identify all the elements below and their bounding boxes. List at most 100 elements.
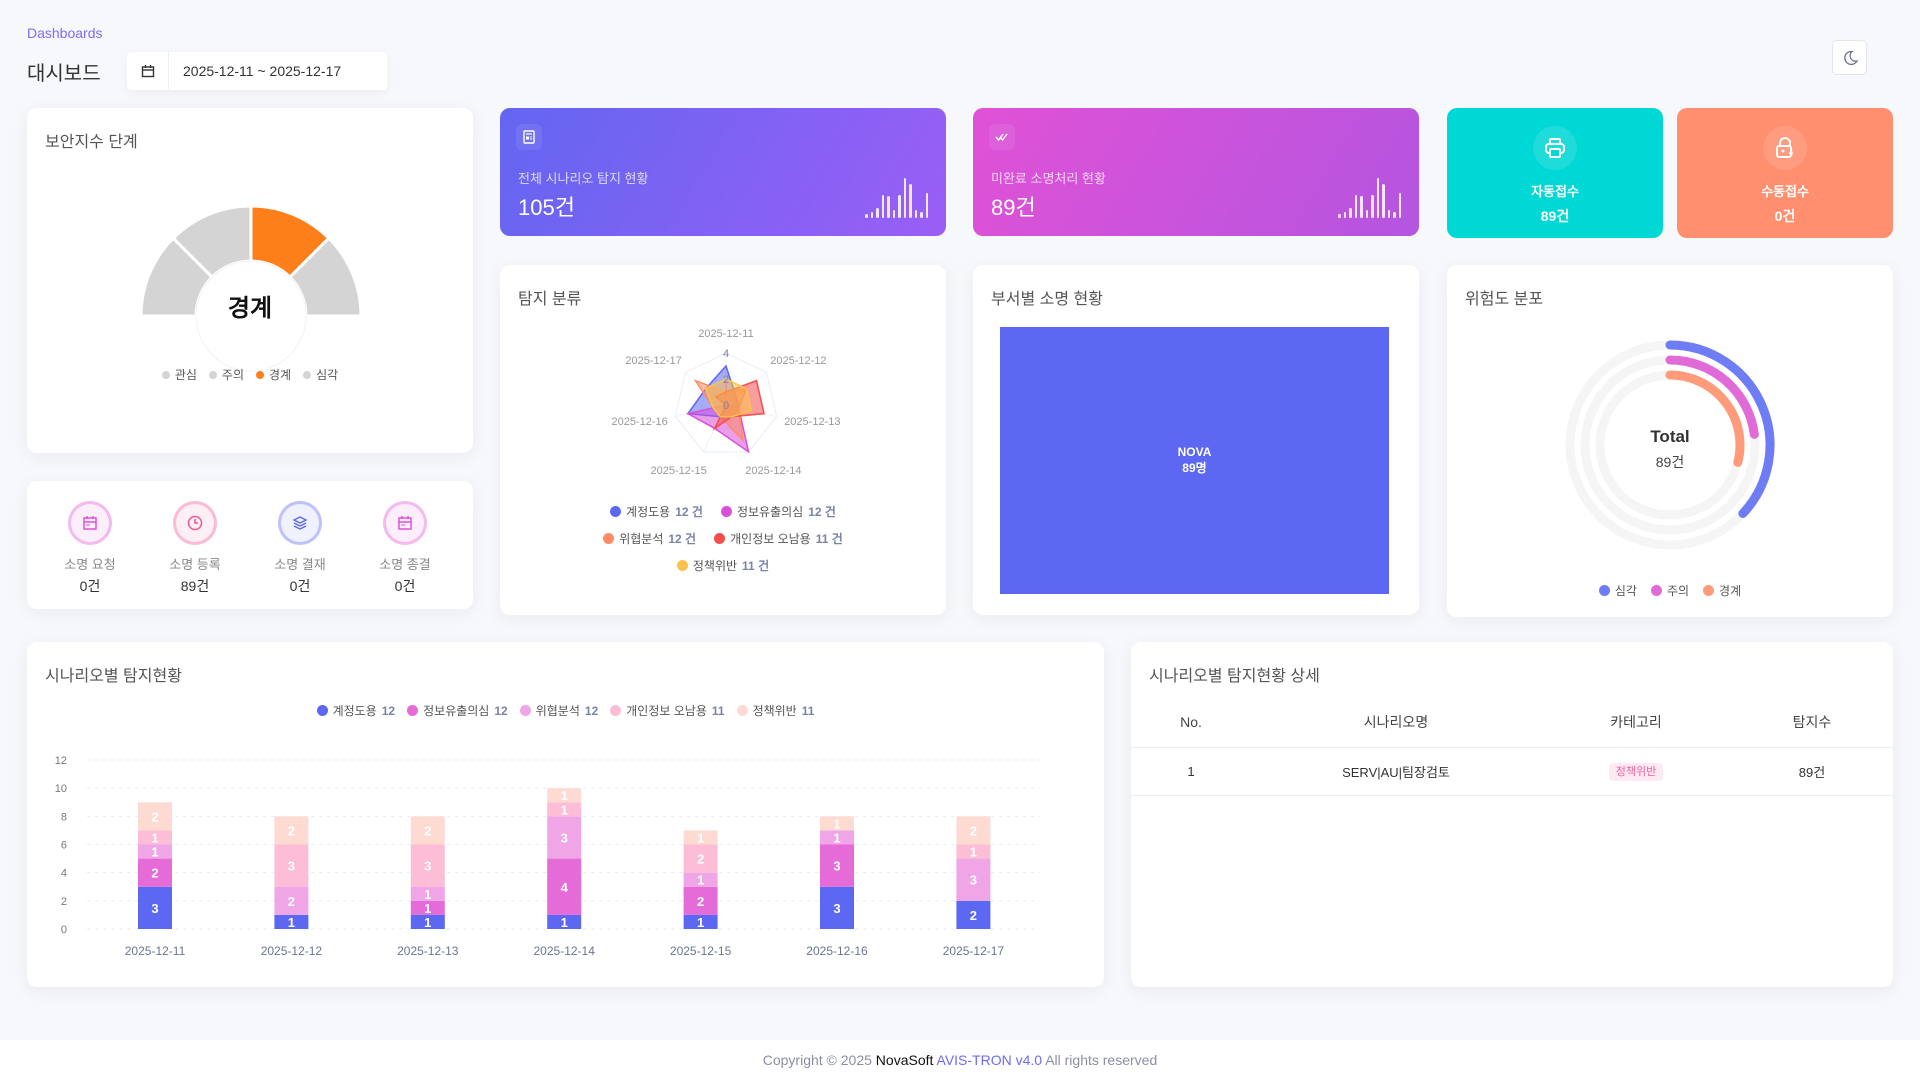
bar-segment: [547, 802, 582, 817]
bar-segment: [274, 914, 309, 929]
legend-item[interactable]: 주의: [1650, 582, 1690, 599]
auto-receipt-tile[interactable]: 자동접수 89건: [1447, 108, 1663, 238]
bar-segment: [410, 900, 445, 915]
radar-axis-label: 2025-12-15: [650, 465, 706, 477]
stat-label: 미완료 소명처리 현황: [991, 171, 1106, 186]
card-title: 시나리오별 탐지현황 상세: [1149, 668, 1320, 685]
legend-label: 주의: [1666, 584, 1690, 598]
sparkline-bar: [925, 193, 928, 218]
breadcrumb[interactable]: Dashboards: [27, 25, 103, 41]
bar-segment: [410, 844, 445, 887]
legend-label: 경계: [1719, 584, 1742, 598]
department-card: 부서별 소명 현황 NOVA 89명: [973, 265, 1419, 615]
bar-segment: [683, 914, 718, 929]
legend-count: 11: [711, 703, 725, 718]
x-tick-label: 2025-12-15: [670, 944, 732, 958]
bar-segment: [820, 844, 854, 887]
table-row[interactable]: 1 SERV|AU|팀장검토 정책위반 89건: [1131, 746, 1893, 796]
legend-item[interactable]: 정보유출의심 12: [407, 702, 508, 719]
legend-count: 12 건: [675, 505, 703, 519]
bar-segment: [138, 830, 172, 845]
legend-item[interactable]: 정책위반 11: [736, 702, 815, 719]
process-label: 소명 등록: [169, 557, 221, 572]
legend-item: 경계: [256, 366, 291, 383]
footer-product-link[interactable]: AVIS-TRON v4.0: [936, 1052, 1043, 1068]
process-step[interactable]: 소명 등록 89건: [155, 501, 235, 596]
bar-data-label: 1: [833, 816, 840, 831]
legend-item[interactable]: 위협분석 12: [519, 702, 599, 719]
legend-item[interactable]: 정보유출의심 12 건: [720, 503, 836, 520]
legend-dot: [407, 705, 419, 716]
process-value: 0건: [79, 578, 101, 594]
column-header-count[interactable]: 탐지수: [1792, 713, 1832, 730]
theme-toggle-button[interactable]: [1832, 40, 1867, 75]
calendar-icon: [383, 501, 427, 545]
date-range-value[interactable]: 2025-12-11 ~ 2025-12-17: [183, 63, 342, 79]
document-icon: [516, 124, 542, 150]
total-detection-card[interactable]: 전체 시나리오 탐지 현황 105건: [500, 108, 946, 236]
calendar-icon: [68, 501, 112, 545]
process-step[interactable]: 소명 결재 0건: [260, 501, 340, 596]
legend-dot: [303, 370, 312, 379]
bar-data-label: 1: [697, 873, 704, 888]
bar-data-label: 2: [151, 809, 158, 824]
radial-center-label: Total: [1650, 427, 1690, 446]
calendar-icon[interactable]: [127, 52, 169, 90]
bar-segment: [956, 816, 991, 845]
radar-tick-label: 4: [723, 348, 729, 360]
legend-item[interactable]: 경계: [1703, 582, 1741, 599]
process-label: 소명 요청: [64, 557, 116, 572]
column-header-category[interactable]: 카테고리: [1610, 713, 1662, 730]
legend-item[interactable]: 계정도용 12: [316, 702, 396, 719]
legend-count: 12: [494, 703, 508, 718]
bar-data-label: 2: [697, 852, 704, 867]
scenario-detail-table: No. 시나리오명 카테고리 탐지수 1 SERV|AU|팀장검토 정책위반 8…: [1131, 697, 1893, 796]
legend-item[interactable]: 계정도용 12 건: [610, 503, 703, 520]
process-label: 소명 결재: [274, 557, 326, 572]
sparkline-bar: [892, 209, 895, 218]
process-step[interactable]: 소명 종결 0건: [365, 501, 445, 596]
date-range-picker[interactable]: 2025-12-11 ~ 2025-12-17: [127, 52, 387, 90]
tile-label: 수동접수: [1761, 184, 1809, 199]
legend-dot: [316, 705, 328, 716]
treemap-cell-nova[interactable]: NOVA 89명: [1000, 327, 1389, 594]
legend-count: 12 건: [668, 532, 697, 546]
risk-distribution-card: 위험도 분포 Total 89건 심각 주의 경계: [1447, 265, 1893, 617]
radar-axis-label: 2025-12-11: [698, 328, 753, 340]
column-header-no[interactable]: No.: [1180, 713, 1202, 730]
radial-bar-chart: [1565, 340, 1775, 550]
legend-item[interactable]: 위협분석 12 건: [603, 530, 696, 547]
bar-data-label: 2: [288, 894, 295, 909]
legend-label: 정책위반: [752, 704, 797, 718]
legend-count: 12: [584, 703, 599, 718]
gauge-legend: 관심 주의 경계 심각: [27, 366, 473, 383]
legend-count: 12: [381, 703, 396, 718]
column-header-name[interactable]: 시나리오명: [1363, 713, 1429, 730]
scenario-detail-card: 시나리오별 탐지현황 상세 No. 시나리오명 카테고리 탐지수 1 SERV|…: [1131, 642, 1893, 987]
legend-item[interactable]: 정책위반 11 건: [676, 557, 769, 574]
bar-data-label: 1: [970, 845, 977, 860]
legend-label: 관심: [174, 368, 197, 382]
bar-segment: [683, 886, 718, 915]
bar-data-label: 1: [833, 830, 840, 845]
pending-explanation-card[interactable]: 미완료 소명처리 현황 89건: [973, 108, 1419, 236]
legend-count: 11: [801, 703, 815, 718]
legend-item[interactable]: 개인정보 오남용 11: [610, 702, 725, 719]
y-tick-label: 8: [61, 811, 67, 823]
legend-dot: [1598, 585, 1610, 596]
card-title: 부서별 소명 현황: [991, 291, 1103, 308]
legend-item[interactable]: 개인정보 오남용 11 건: [714, 530, 843, 547]
bar-segment: [410, 816, 445, 845]
bar-segment: [138, 844, 172, 859]
legend-label: 정책위반: [692, 559, 738, 573]
process-step[interactable]: 소명 요청 0건: [50, 501, 130, 596]
legend-dot: [603, 533, 615, 544]
legend-item[interactable]: 심각: [1598, 582, 1637, 599]
chart-title: 시나리오별 탐지현황: [45, 668, 182, 685]
sparkline: [1338, 174, 1401, 218]
legend-label: 경계: [269, 368, 292, 382]
printer-icon: [1533, 126, 1577, 170]
page-title: 대시보드: [27, 63, 101, 85]
manual-receipt-tile[interactable]: 수동접수 0건: [1677, 108, 1893, 238]
